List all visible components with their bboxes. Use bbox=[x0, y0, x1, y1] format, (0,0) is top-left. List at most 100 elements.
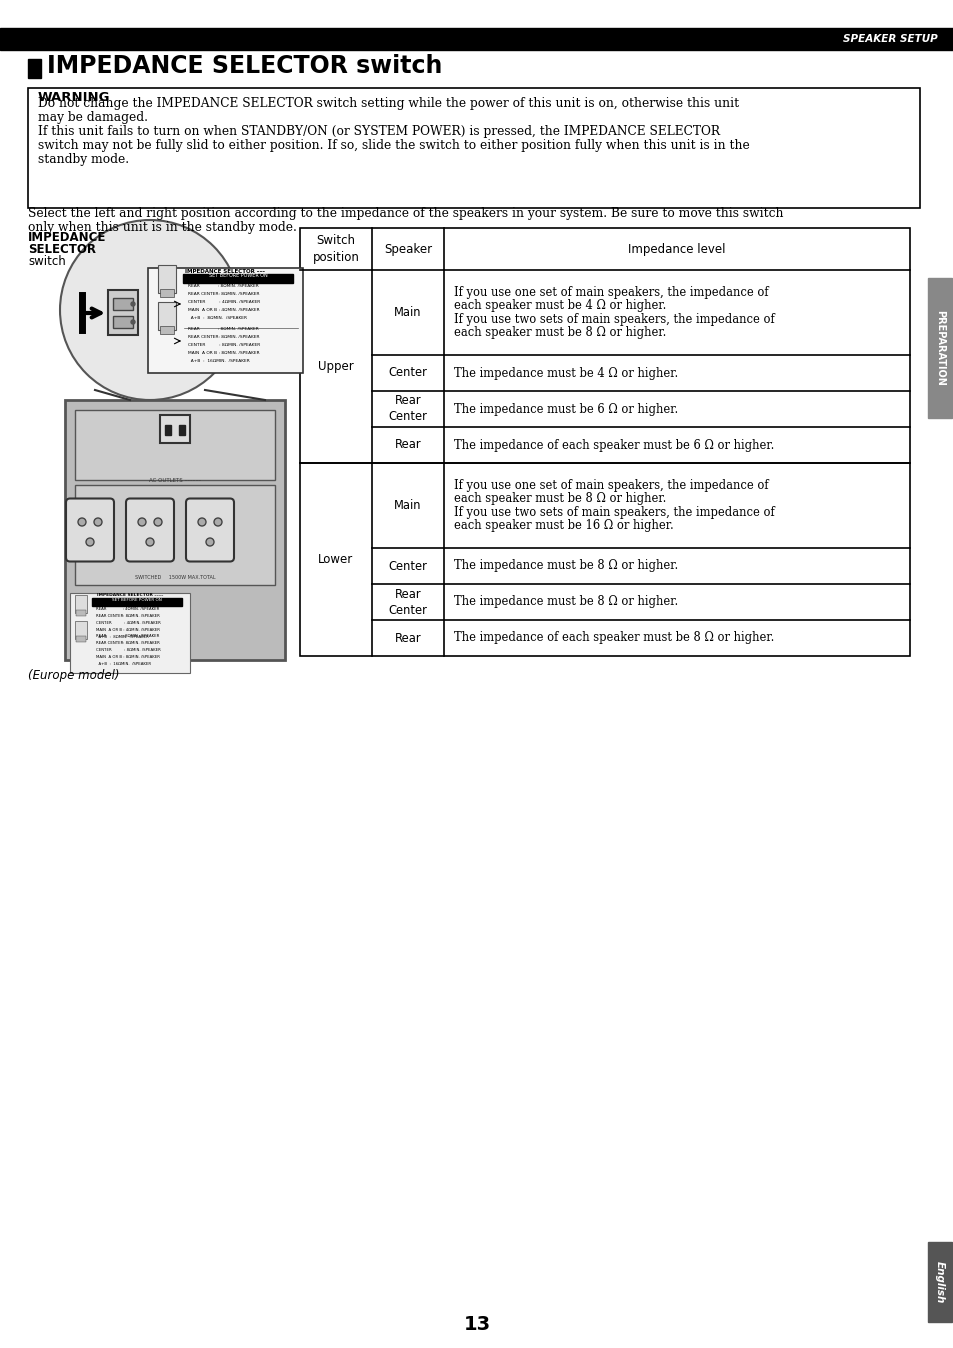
Text: CENTER          : 4ΩMIN. /SPEAKER: CENTER : 4ΩMIN. /SPEAKER bbox=[188, 301, 260, 305]
Text: MAIN  A OR B : 4ΩMIN. /SPEAKER: MAIN A OR B : 4ΩMIN. /SPEAKER bbox=[96, 628, 160, 632]
Text: IMPEDANCE: IMPEDANCE bbox=[28, 231, 107, 244]
Circle shape bbox=[94, 518, 102, 526]
Text: If you use one set of main speakers, the impedance of: If you use one set of main speakers, the… bbox=[454, 286, 768, 299]
Text: Rear: Rear bbox=[395, 631, 421, 644]
FancyBboxPatch shape bbox=[186, 499, 233, 562]
Text: 13: 13 bbox=[463, 1316, 490, 1335]
Bar bbox=[75, 485, 274, 585]
Bar bbox=[148, 268, 303, 373]
Text: standby mode.: standby mode. bbox=[38, 154, 129, 166]
Bar bbox=[299, 228, 909, 656]
Bar bbox=[0, 28, 953, 50]
Text: REAR             : 8ΩMIN. /SPEAKER: REAR : 8ΩMIN. /SPEAKER bbox=[188, 328, 258, 332]
Bar bbox=[160, 326, 173, 334]
Text: SPEAKER SETUP: SPEAKER SETUP bbox=[842, 34, 937, 44]
Text: Center: Center bbox=[388, 559, 427, 573]
Bar bbox=[76, 611, 86, 616]
Text: Speaker: Speaker bbox=[383, 243, 432, 256]
Text: Main: Main bbox=[394, 306, 421, 319]
Bar bbox=[158, 302, 175, 330]
Text: CENTER          : 8ΩMIN. /SPEAKER: CENTER : 8ΩMIN. /SPEAKER bbox=[96, 648, 161, 652]
Bar bbox=[70, 593, 190, 673]
Text: MAIN  A OR B : 8ΩMIN. /SPEAKER: MAIN A OR B : 8ΩMIN. /SPEAKER bbox=[96, 655, 160, 659]
Text: REAR CENTER: 8ΩMIN. /SPEAKER: REAR CENTER: 8ΩMIN. /SPEAKER bbox=[96, 642, 159, 644]
Text: Switch
position: Switch position bbox=[313, 235, 359, 263]
Text: each speaker must be 16 Ω or higher.: each speaker must be 16 Ω or higher. bbox=[454, 519, 673, 532]
Text: each speaker must be 8 Ω or higher.: each speaker must be 8 Ω or higher. bbox=[454, 492, 666, 506]
Text: Do not change the IMPEDANCE SELECTOR switch setting while the power of this unit: Do not change the IMPEDANCE SELECTOR swi… bbox=[38, 97, 739, 111]
Circle shape bbox=[78, 518, 86, 526]
Text: REAR             : 8ΩMIN. /SPEAKER: REAR : 8ΩMIN. /SPEAKER bbox=[96, 634, 159, 638]
Text: Lower: Lower bbox=[318, 553, 354, 566]
Text: IMPEDANCE SELECTOR ––––: IMPEDANCE SELECTOR –––– bbox=[96, 593, 163, 597]
Text: Main: Main bbox=[394, 499, 421, 512]
Bar bbox=[91, 599, 182, 607]
Text: IMPEDANCE SELECTOR switch: IMPEDANCE SELECTOR switch bbox=[47, 54, 442, 78]
Text: SWITCHED     1500W MAX.TOTAL: SWITCHED 1500W MAX.TOTAL bbox=[134, 576, 215, 580]
Text: English: English bbox=[934, 1260, 944, 1304]
Bar bbox=[179, 425, 185, 435]
Text: The impedance must be 6 Ω or higher.: The impedance must be 6 Ω or higher. bbox=[454, 403, 678, 415]
Text: switch: switch bbox=[28, 255, 66, 268]
FancyBboxPatch shape bbox=[126, 499, 173, 562]
Bar bbox=[75, 410, 274, 480]
Text: Center: Center bbox=[388, 367, 427, 380]
Text: CENTER          : 4ΩMIN. /SPEAKER: CENTER : 4ΩMIN. /SPEAKER bbox=[96, 621, 161, 625]
Text: REAR CENTER: 8ΩMIN. /SPEAKER: REAR CENTER: 8ΩMIN. /SPEAKER bbox=[188, 336, 259, 338]
Text: The impedance of each speaker must be 6 Ω or higher.: The impedance of each speaker must be 6 … bbox=[454, 438, 774, 452]
Text: REAR             : 8ΩMIN. /SPEAKER: REAR : 8ΩMIN. /SPEAKER bbox=[188, 284, 258, 288]
Text: SELECTOR: SELECTOR bbox=[28, 243, 96, 256]
Text: SET BEFORE POWER ON: SET BEFORE POWER ON bbox=[209, 274, 267, 278]
Bar bbox=[112, 315, 132, 328]
Bar bbox=[158, 266, 175, 293]
Text: SET BEFORE POWER ON: SET BEFORE POWER ON bbox=[112, 599, 162, 603]
Text: IMPEDANCE SELECTOR –––: IMPEDANCE SELECTOR ––– bbox=[185, 270, 265, 274]
Text: MAIN  A OR B : 8ΩMIN. /SPEAKER: MAIN A OR B : 8ΩMIN. /SPEAKER bbox=[188, 350, 259, 355]
Text: Rear
Center: Rear Center bbox=[388, 588, 427, 616]
Text: (Europe model): (Europe model) bbox=[28, 669, 119, 682]
Bar bbox=[28, 59, 41, 78]
Bar bbox=[112, 298, 132, 310]
Text: WARNING: WARNING bbox=[38, 92, 111, 104]
Text: If this unit fails to turn on when STANDBY/ON (or SYSTEM POWER) is pressed, the : If this unit fails to turn on when STAND… bbox=[38, 125, 720, 137]
Text: may be damaged.: may be damaged. bbox=[38, 111, 148, 124]
Text: AC OUTLETS ––––––: AC OUTLETS –––––– bbox=[149, 479, 201, 483]
FancyBboxPatch shape bbox=[66, 499, 113, 562]
Circle shape bbox=[198, 518, 206, 526]
Bar bbox=[75, 594, 87, 613]
Text: each speaker must be 4 Ω or higher.: each speaker must be 4 Ω or higher. bbox=[454, 299, 666, 313]
Text: If you use two sets of main speakers, the impedance of: If you use two sets of main speakers, th… bbox=[454, 313, 774, 326]
Bar bbox=[160, 288, 173, 297]
Bar bbox=[28, 88, 919, 208]
Text: A+B  :  8ΩMIN.  /SPEAKER: A+B : 8ΩMIN. /SPEAKER bbox=[96, 635, 149, 639]
Bar bbox=[65, 400, 285, 661]
Text: switch may not be fully slid to either position. If so, slide the switch to eith: switch may not be fully slid to either p… bbox=[38, 139, 749, 152]
Text: only when this unit is in the standby mode.: only when this unit is in the standby mo… bbox=[28, 221, 296, 235]
Text: If you use one set of main speakers, the impedance of: If you use one set of main speakers, the… bbox=[454, 479, 768, 492]
Circle shape bbox=[138, 518, 146, 526]
Text: Upper: Upper bbox=[317, 360, 354, 373]
Text: CENTER          : 8ΩMIN. /SPEAKER: CENTER : 8ΩMIN. /SPEAKER bbox=[188, 342, 260, 346]
Text: Rear
Center: Rear Center bbox=[388, 395, 427, 423]
Text: Select the left and right position according to the impedance of the speakers in: Select the left and right position accor… bbox=[28, 208, 782, 220]
Text: REAR             : 4ΩMIN. /SPEAKER: REAR : 4ΩMIN. /SPEAKER bbox=[96, 607, 159, 611]
Bar bbox=[927, 278, 951, 418]
Bar bbox=[108, 290, 138, 336]
Text: PREPARATION: PREPARATION bbox=[934, 310, 944, 386]
Text: The impedance must be 8 Ω or higher.: The impedance must be 8 Ω or higher. bbox=[454, 596, 678, 608]
Circle shape bbox=[146, 538, 153, 546]
Text: MAIN  A OR B : 4ΩMIN. /SPEAKER: MAIN A OR B : 4ΩMIN. /SPEAKER bbox=[188, 307, 259, 311]
Text: Rear: Rear bbox=[395, 438, 421, 452]
Circle shape bbox=[131, 302, 135, 306]
Text: The impedance must be 8 Ω or higher.: The impedance must be 8 Ω or higher. bbox=[454, 559, 678, 573]
Text: each speaker must be 8 Ω or higher.: each speaker must be 8 Ω or higher. bbox=[454, 326, 666, 340]
Text: A+B  :  16ΩMIN.  /SPEAKER: A+B : 16ΩMIN. /SPEAKER bbox=[96, 662, 151, 666]
Text: REAR CENTER: 8ΩMIN. /SPEAKER: REAR CENTER: 8ΩMIN. /SPEAKER bbox=[188, 293, 259, 297]
Text: Impedance level: Impedance level bbox=[628, 243, 725, 256]
Text: A+B  :  16ΩMIN.  /SPEAKER: A+B : 16ΩMIN. /SPEAKER bbox=[188, 359, 250, 363]
Circle shape bbox=[131, 319, 135, 324]
Bar bbox=[927, 1242, 951, 1322]
Bar bbox=[76, 636, 86, 642]
Bar bbox=[160, 415, 190, 443]
Circle shape bbox=[213, 518, 222, 526]
